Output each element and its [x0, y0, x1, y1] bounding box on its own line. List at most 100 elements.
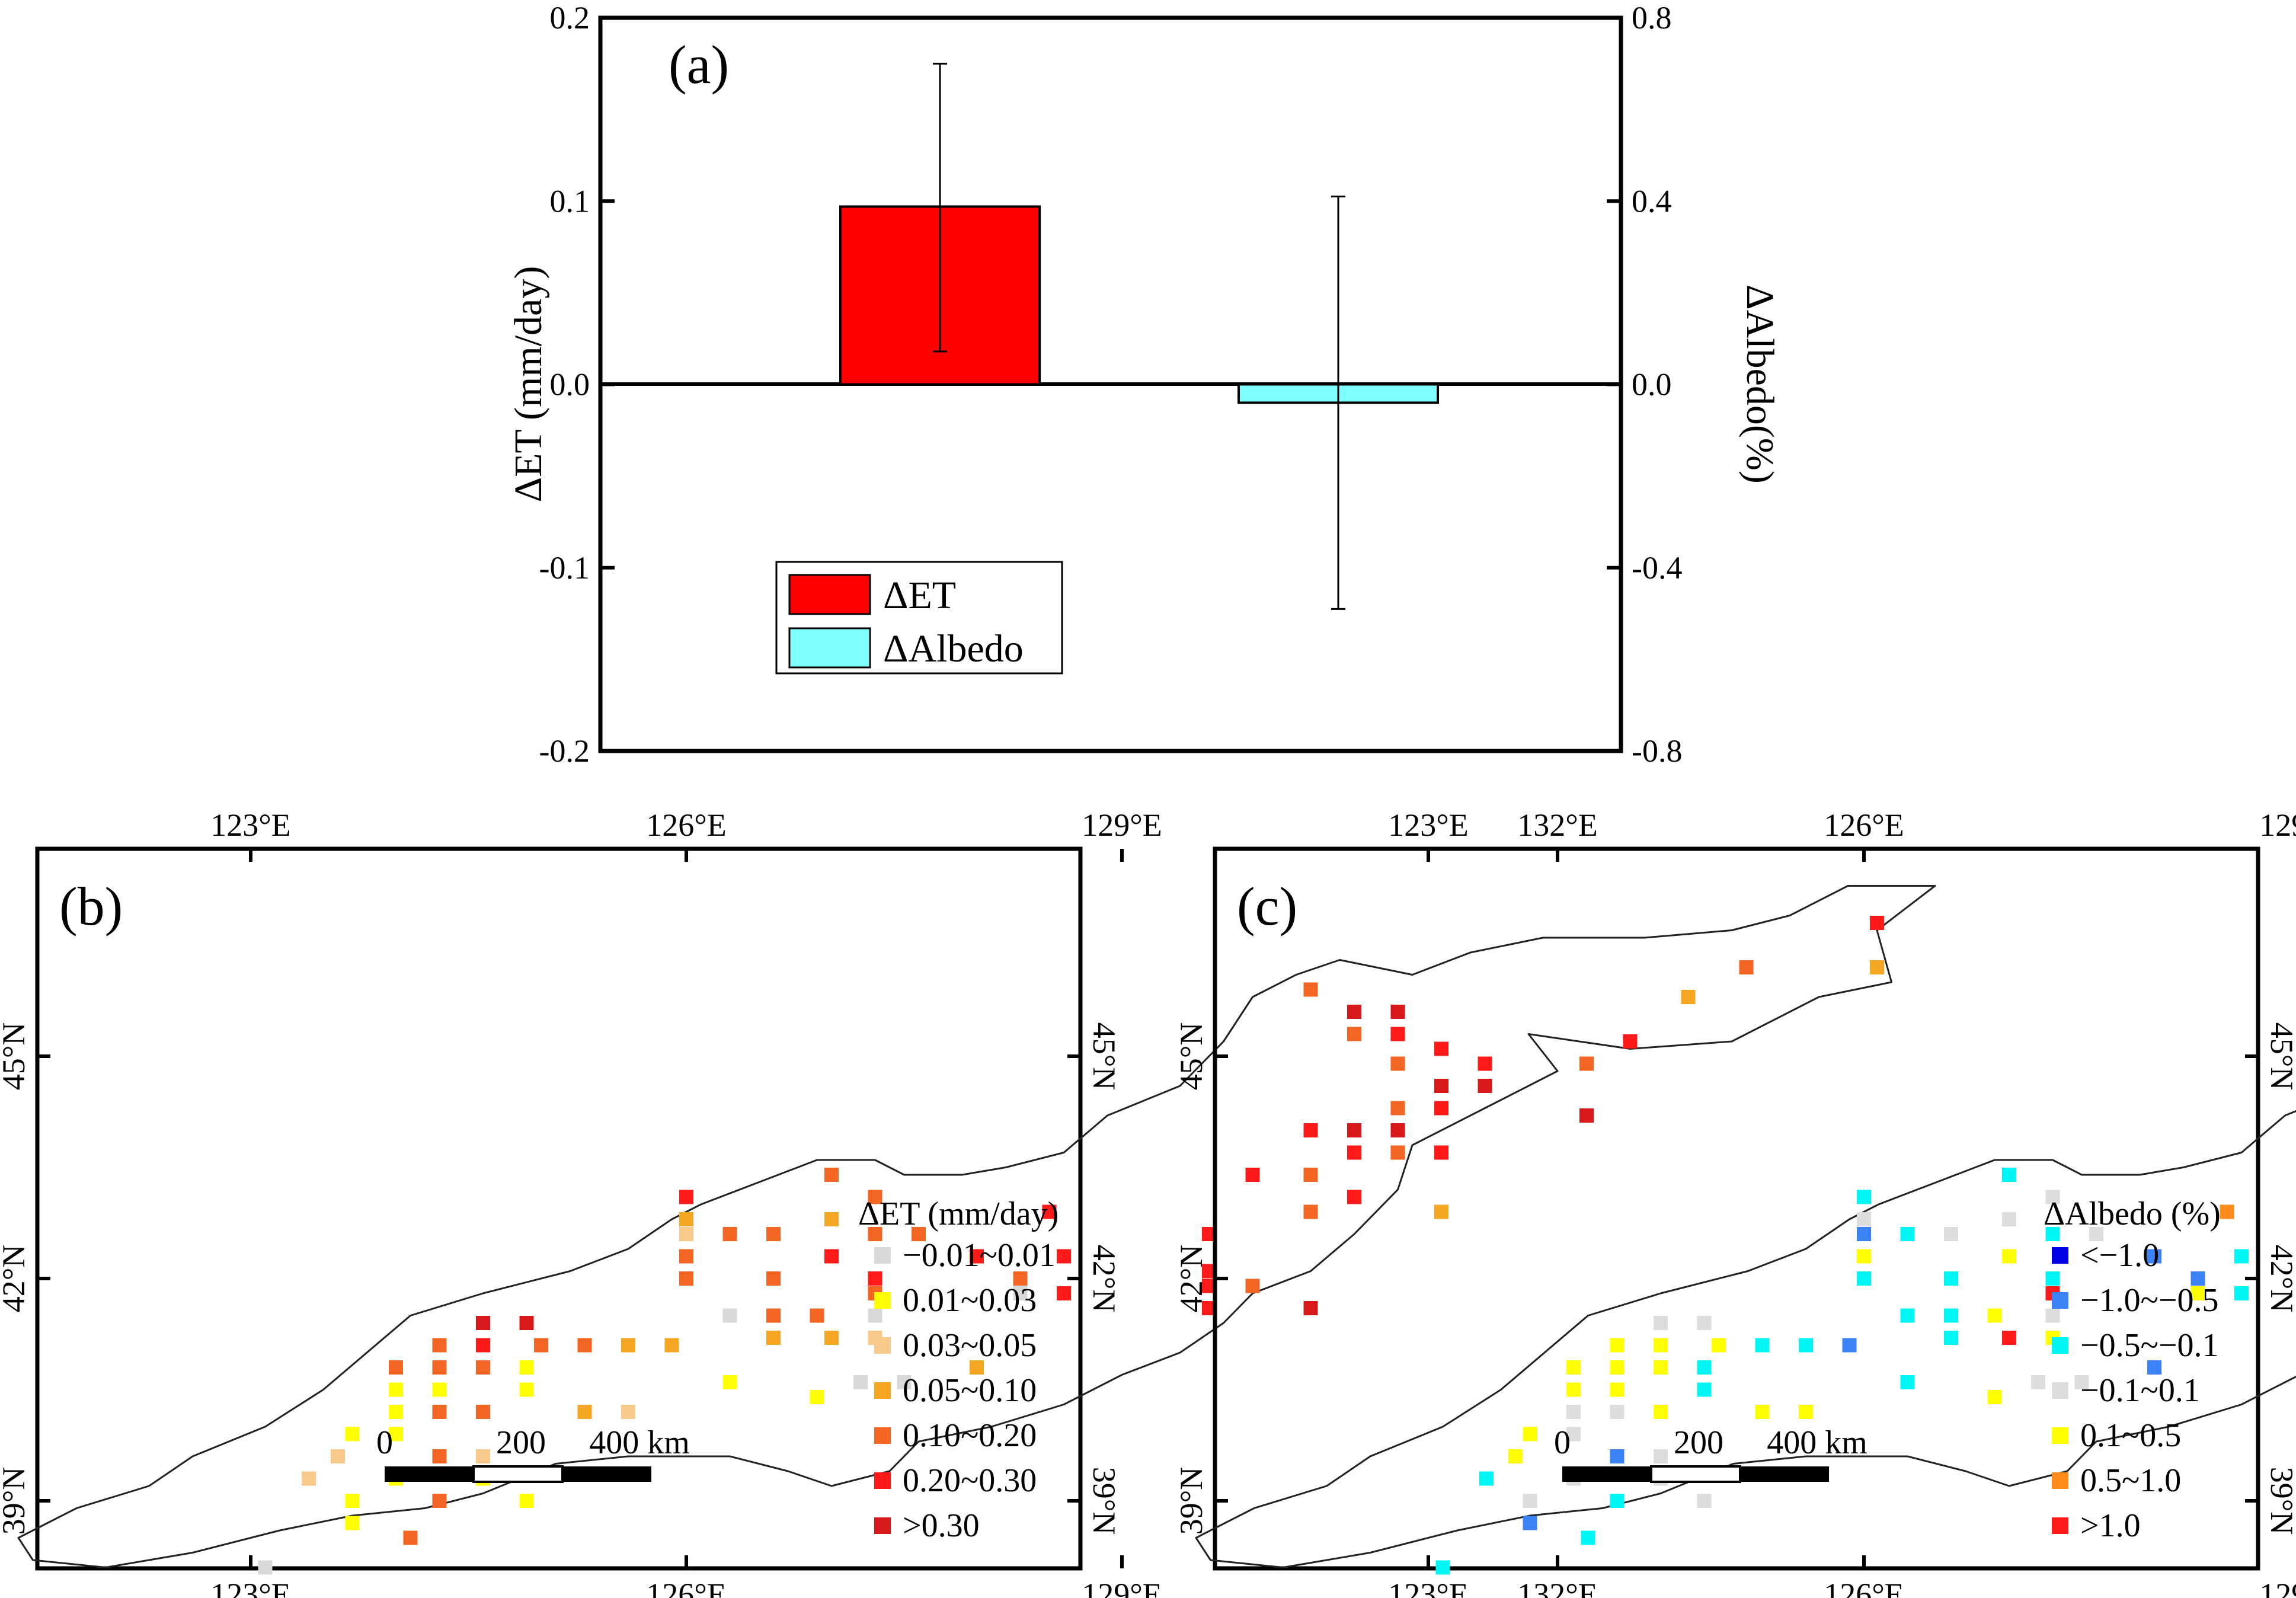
grid-cell	[577, 1405, 592, 1419]
grid-cell	[1390, 1005, 1405, 1019]
grid-cell	[1566, 1427, 1581, 1442]
lon-tick-label-top: 126°E	[1824, 807, 1904, 843]
grid-cell	[868, 1271, 882, 1286]
grid-cell	[432, 1449, 447, 1463]
grid-cell	[1245, 1279, 1260, 1293]
left-y-ticks: 0.2 0.1 0.0 -0.1 -0.2	[539, 0, 615, 769]
legend-swatch-et	[788, 574, 871, 615]
grid-cell	[519, 1360, 534, 1375]
grid-cell	[534, 1338, 548, 1353]
scale-segment	[1740, 1466, 1829, 1482]
grid-cell	[1610, 1405, 1625, 1419]
grid-cell	[868, 1308, 882, 1323]
lon-tick-label-bottom: 123°E	[210, 1577, 291, 1598]
scale-segment	[385, 1466, 474, 1482]
grid-cell	[1697, 1360, 1712, 1375]
grid-cell	[389, 1360, 403, 1375]
grid-cell	[345, 1516, 360, 1530]
grid-cell	[1987, 1390, 2002, 1404]
grid-cell	[1435, 1560, 1450, 1575]
grid-cell	[1857, 1271, 1871, 1286]
lon-tick-label-top: 123°E	[210, 807, 291, 843]
grid-cell	[1870, 960, 1884, 974]
grid-cell	[1654, 1360, 1668, 1375]
grid-cell	[1654, 1338, 1668, 1353]
coastline-c	[1195, 1110, 2296, 1568]
grid-cell	[1347, 1005, 1361, 1019]
left-y-tick-label: 0.1	[550, 183, 590, 219]
scale-label: 0	[1554, 1424, 1571, 1461]
grid-cell	[432, 1360, 447, 1375]
grid-cell	[1739, 960, 1754, 974]
lat-tick-label-right: 39°N	[2264, 1467, 2296, 1535]
scale-label: 400 km	[1767, 1424, 1868, 1461]
grid-cell	[1245, 1168, 1260, 1182]
grid-cell	[1390, 1123, 1405, 1137]
grid-cell	[2045, 1227, 2060, 1241]
grid-cell	[824, 1168, 839, 1182]
grid-cell	[432, 1338, 447, 1353]
errorbar-delta-albedo	[1331, 196, 1345, 610]
grid-cell	[1523, 1427, 1537, 1442]
grid-cell	[1347, 1123, 1361, 1137]
grid-cell	[1523, 1494, 1537, 1508]
grid-cell	[1579, 1108, 1594, 1123]
left-y-tick-label: 0.0	[550, 367, 590, 402]
grid-cell	[1057, 1286, 1071, 1300]
legend-class-label: 0.01~0.03	[903, 1282, 1037, 1319]
grid-cell	[1712, 1338, 1726, 1353]
y-axis-label-left: ΔET (mm/day)	[507, 266, 550, 503]
grid-cell	[1303, 1168, 1318, 1182]
grid-cell	[1799, 1338, 1813, 1353]
legend-swatch	[2052, 1382, 2068, 1399]
grid-cell	[1434, 1204, 1448, 1219]
scale-label: 200	[1674, 1424, 1723, 1461]
grid-cell	[1390, 1145, 1405, 1160]
grid-cell	[1013, 1286, 1028, 1300]
grid-cell	[766, 1308, 781, 1323]
grid-cell	[1566, 1405, 1581, 1419]
grid-cell	[577, 1338, 592, 1353]
grid-cell	[2045, 1271, 2060, 1286]
grid-cell	[1654, 1316, 1668, 1330]
grid-cell	[1434, 1145, 1448, 1160]
grid-cell	[1581, 1530, 1595, 1545]
coastline-b	[17, 885, 1936, 1568]
legend-class-label: −0.01~0.01	[903, 1237, 1056, 1274]
grid-cell	[1842, 1338, 1857, 1353]
grid-cell	[2220, 1204, 2234, 1219]
grid-cell	[1944, 1331, 1958, 1345]
bar-legend: ΔET ΔAlbedo	[775, 561, 1063, 675]
lat-tick-label-left: 42°N	[1173, 1245, 1209, 1313]
grid-cell	[1610, 1494, 1625, 1508]
grid-cell	[766, 1271, 781, 1286]
legend-swatch	[874, 1247, 891, 1264]
grid-cell	[1987, 1308, 2002, 1323]
grid-cell	[2089, 1227, 2103, 1241]
grid-cell	[1681, 990, 1696, 1004]
legend-class-label: >1.0	[2080, 1507, 2141, 1544]
grid-cell	[1900, 1308, 1915, 1323]
legend-class-label: <−1.0	[2080, 1237, 2159, 1274]
grid-cell	[476, 1405, 490, 1419]
legend-title-b: ΔET (mm/day)	[858, 1196, 1059, 1232]
lon-tick-label-bottom: 129°E	[2259, 1577, 2296, 1598]
grid-cell	[1478, 1079, 1492, 1093]
legend-swatch	[2052, 1427, 2068, 1444]
scale-segment	[472, 1465, 564, 1483]
grid-cell	[476, 1449, 490, 1463]
grid-cell	[1755, 1405, 1770, 1419]
lon-tick-label-bottom: 126°E	[1824, 1577, 1904, 1598]
grid-cell	[2147, 1360, 2161, 1375]
scale-bar-b: 0 200 400 km	[376, 1424, 690, 1483]
legend-class-label: 0.03~0.05	[903, 1327, 1037, 1364]
grid-cell	[1303, 1301, 1318, 1315]
legend-class-label: 0.1~0.5	[2080, 1417, 2181, 1454]
grid-cell	[1579, 1056, 1594, 1071]
grid-cell	[1900, 1375, 1915, 1389]
lat-tick-label-right: 45°N	[2264, 1022, 2296, 1091]
grid-cell	[1479, 1471, 1494, 1486]
legend-class-label: −0.1~0.1	[2080, 1372, 2200, 1409]
legend-swatch	[2052, 1472, 2068, 1489]
grid-cell	[1944, 1227, 1958, 1241]
